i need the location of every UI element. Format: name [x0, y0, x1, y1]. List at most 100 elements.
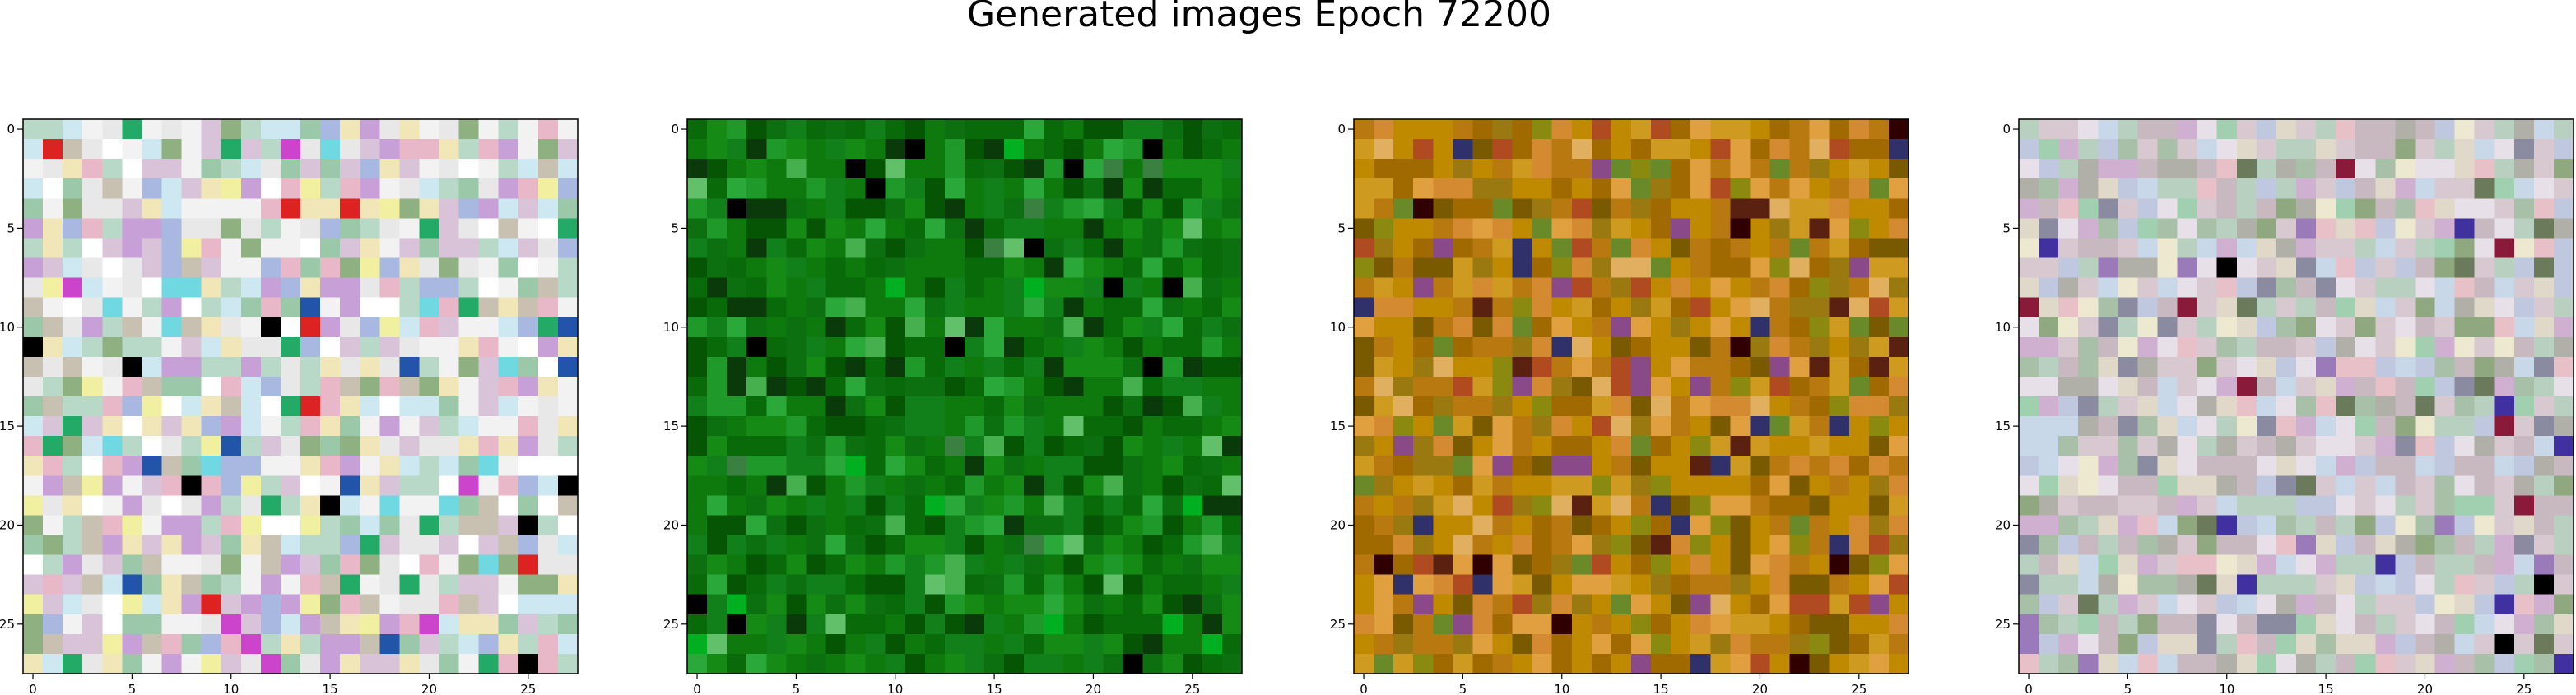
pixel-cell: [1433, 554, 1453, 576]
pixel-cell: [240, 198, 262, 219]
pixel-cell: [63, 376, 83, 397]
pixel-cell: [806, 119, 827, 140]
pixel-cell: [399, 218, 421, 239]
pixel-cell: [2039, 317, 2059, 338]
pixel-cell: [944, 554, 965, 576]
pixel-cell: [1888, 356, 1909, 378]
pixel-cell: [1083, 178, 1104, 199]
pixel-cell: [1829, 633, 1850, 655]
pixel-cell: [201, 554, 222, 576]
pixel-cell: [885, 594, 906, 615]
pixel-cell: [221, 554, 242, 576]
pixel-cell: [1888, 257, 1909, 279]
pixel-cell: [1710, 198, 1731, 219]
pixel-cell: [2019, 475, 2039, 496]
pixel-cell: [1769, 178, 1791, 199]
pixel-cell: [399, 376, 421, 397]
pixel-cell: [300, 238, 321, 259]
pixel-cell: [1004, 198, 1025, 219]
pixel-cell: [1591, 574, 1612, 595]
pixel-cell: [280, 238, 301, 259]
pixel-cell: [1063, 633, 1085, 655]
pixel-cell: [1809, 515, 1830, 536]
pixel-cell: [320, 456, 341, 476]
pixel-cell: [766, 317, 787, 338]
pixel-cell: [439, 257, 460, 279]
pixel-cell: [2415, 554, 2436, 576]
pixel-cell: [2236, 535, 2257, 556]
pixel-cell: [1063, 277, 1085, 299]
pixel-cell: [2058, 376, 2079, 397]
pixel-cell: [2157, 317, 2178, 338]
pixel-cell: [1848, 633, 1870, 655]
pixel-cell: [1044, 376, 1064, 397]
pixel-cell: [498, 653, 519, 674]
pixel-cell: [2513, 456, 2535, 476]
pixel-cell: [478, 535, 500, 556]
pixel-cell: [2494, 515, 2515, 536]
pixel-cell: [102, 653, 123, 674]
pixel-cell: [1393, 376, 1414, 397]
pixel-cell: [1769, 159, 1791, 179]
pixel-cell: [2415, 456, 2436, 476]
pixel-cell: [687, 475, 708, 496]
pixel-cell: [360, 376, 380, 397]
pixel-cell: [2415, 633, 2436, 655]
pixel-cell: [2177, 317, 2198, 338]
pixel-cell: [1162, 456, 1183, 476]
pixel-cell: [2157, 633, 2178, 655]
pixel-cell: [1809, 257, 1830, 279]
pixel-cell: [1433, 317, 1453, 338]
pixel-cell: [2197, 277, 2218, 299]
pixel-cell: [984, 277, 1005, 299]
pixel-cell: [1004, 297, 1025, 318]
pixel-cell: [865, 238, 886, 259]
pixel-cell: [2415, 495, 2436, 517]
pixel-cell: [2336, 238, 2356, 259]
pixel-cell: [1221, 614, 1243, 635]
pixel-cell: [865, 515, 886, 536]
pixel-cell: [122, 218, 143, 239]
pixel-cell: [23, 515, 44, 536]
pixel-cell: [201, 396, 222, 417]
pixel-cell: [845, 495, 867, 517]
pixel-cell: [1103, 297, 1124, 318]
pixel-cell: [2415, 119, 2436, 140]
pixel-cell: [1690, 396, 1711, 417]
pixel-cell: [1024, 396, 1044, 417]
pixel-cell: [1453, 416, 1474, 437]
pixel-cell: [1374, 456, 1394, 476]
pixel-cell: [1532, 614, 1553, 635]
pixel-cell: [727, 119, 747, 140]
pixel-cell: [2197, 495, 2218, 517]
pixel-cell: [2533, 614, 2555, 635]
pixel-cell: [2375, 257, 2396, 279]
pixel-cell: [2078, 475, 2099, 496]
pixel-cell: [2533, 218, 2555, 239]
pixel-cell: [142, 159, 163, 179]
pixel-cell: [806, 535, 827, 556]
pixel-cell: [1551, 297, 1573, 318]
pixel-cell: [904, 594, 926, 615]
pixel-cell: [727, 277, 747, 299]
pixel-cell: [2177, 218, 2198, 239]
pixel-cell: [518, 554, 539, 576]
pixel-cell: [2058, 574, 2079, 595]
pixel-cell: [766, 277, 787, 299]
pixel-cell: [687, 436, 708, 456]
pixel-cell: [201, 456, 222, 476]
pixel-cell: [2533, 356, 2555, 378]
pixel-cell: [1829, 139, 1850, 160]
pixel-cell: [1829, 653, 1850, 674]
pixel-cell: [1710, 119, 1731, 140]
pixel-cell: [2039, 396, 2059, 417]
pixel-cell: [1631, 436, 1652, 456]
pixel-cell: [1789, 594, 1811, 615]
pixel-cell: [2336, 475, 2356, 496]
pixel-cell: [439, 594, 460, 615]
pixel-cell: [2533, 376, 2555, 397]
pixel-cell: [2276, 198, 2297, 219]
pixel-cell: [1730, 396, 1751, 417]
pixel-cell: [221, 456, 242, 476]
